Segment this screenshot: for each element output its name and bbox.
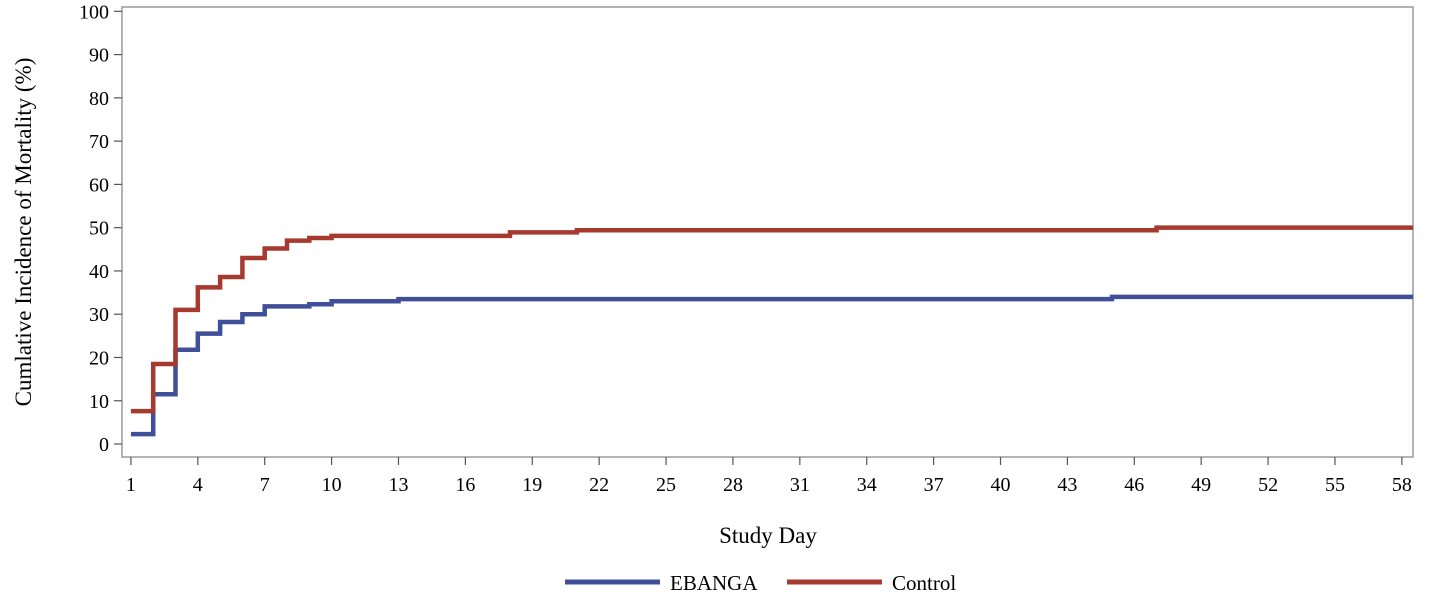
y-tick-label: 100 bbox=[79, 1, 109, 23]
legend: EBANGA Control bbox=[565, 571, 956, 595]
x-tick-label: 19 bbox=[522, 474, 542, 496]
y-tick-label: 70 bbox=[89, 131, 109, 153]
x-tick-label: 37 bbox=[924, 474, 944, 496]
y-tick-label: 40 bbox=[89, 261, 109, 283]
x-tick-label: 46 bbox=[1124, 474, 1144, 496]
x-axis: 1 4 7 10 13 16 19 22 25 28 31 34 37 40 43 46 49 52 55 58 bbox=[126, 457, 1412, 496]
y-tick-label: 90 bbox=[89, 45, 109, 67]
x-tick-label: 10 bbox=[322, 474, 342, 496]
y-axis: 0 10 20 30 40 50 60 70 80 90 100 bbox=[79, 1, 122, 456]
y-tick-label: 0 bbox=[99, 434, 109, 456]
series-line-ebanga bbox=[130, 294, 1413, 437]
x-tick-label: 22 bbox=[589, 474, 609, 496]
x-tick-label: 40 bbox=[991, 474, 1011, 496]
y-tick-label: 30 bbox=[89, 304, 109, 326]
x-tick-label: 16 bbox=[455, 474, 475, 496]
y-tick-label: 20 bbox=[89, 347, 109, 369]
x-tick-label: 13 bbox=[388, 474, 408, 496]
x-tick-label: 52 bbox=[1258, 474, 1278, 496]
y-tick-label: 80 bbox=[89, 88, 109, 110]
x-tick-label: 49 bbox=[1191, 474, 1211, 496]
x-tick-label: 25 bbox=[656, 474, 676, 496]
x-tick-label: 1 bbox=[126, 474, 136, 496]
x-tick-label: 28 bbox=[723, 474, 743, 496]
series-group bbox=[130, 225, 1413, 437]
y-tick-label: 50 bbox=[89, 218, 109, 240]
x-axis-label: Study Day bbox=[719, 523, 817, 548]
x-tick-label: 43 bbox=[1057, 474, 1077, 496]
legend-label-control: Control bbox=[892, 571, 956, 595]
legend-label-ebanga: EBANGA bbox=[670, 571, 758, 595]
x-tick-label: 7 bbox=[260, 474, 270, 496]
plot-frame bbox=[121, 6, 1414, 458]
x-tick-label: 4 bbox=[193, 474, 203, 496]
x-tick-label: 34 bbox=[857, 474, 877, 496]
series-line-control bbox=[130, 225, 1413, 414]
x-tick-label: 31 bbox=[790, 474, 810, 496]
y-tick-label: 10 bbox=[89, 391, 109, 413]
x-tick-label: 58 bbox=[1392, 474, 1412, 496]
y-axis-label: Cumlative Incidence of Mortality (%) bbox=[11, 58, 36, 407]
x-tick-label: 55 bbox=[1325, 474, 1345, 496]
y-tick-label: 60 bbox=[89, 174, 109, 196]
